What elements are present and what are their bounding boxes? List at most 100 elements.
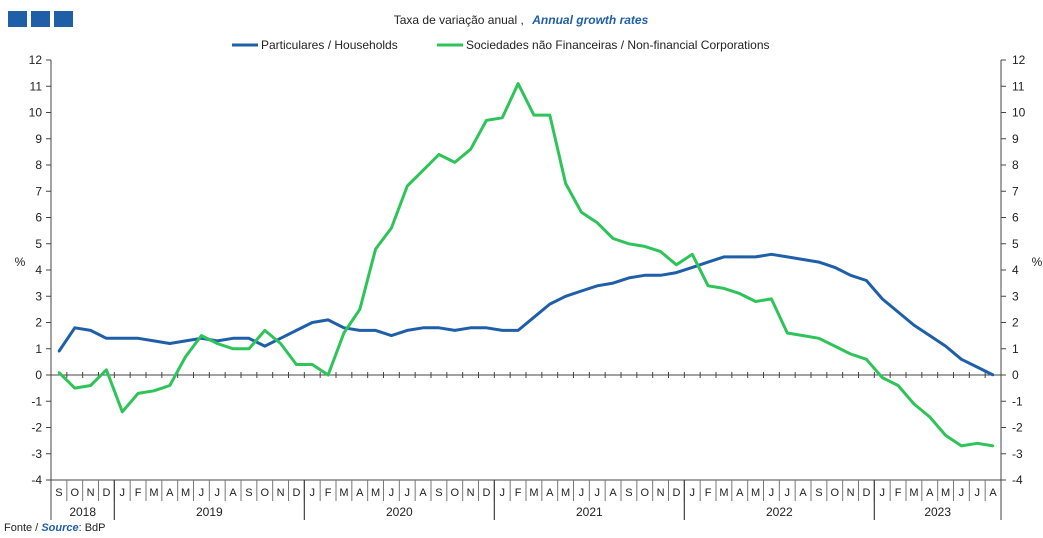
data-point-corporations: [89, 384, 92, 387]
y-tick-label-left: 6: [35, 211, 42, 225]
data-point-corporations: [770, 297, 773, 301]
data-point-households: [406, 329, 409, 332]
y-tick-label-left: 0: [35, 368, 42, 382]
x-tick-label: S: [435, 487, 442, 499]
x-tick-label: D: [672, 487, 680, 499]
data-point-corporations: [738, 292, 741, 295]
year-label: 2019: [196, 505, 223, 519]
data-point-corporations: [216, 342, 219, 345]
data-point-corporations: [580, 211, 583, 214]
year-label: 2022: [766, 505, 793, 519]
data-point-households: [247, 337, 251, 340]
data-point-households: [691, 266, 694, 269]
y-tick-label-left: -4: [31, 473, 42, 487]
data-point-households: [991, 373, 995, 377]
y-tick-label-right: -3: [1012, 447, 1023, 461]
x-tick-label: O: [450, 487, 459, 499]
data-point-corporations: [611, 237, 615, 240]
x-tick-label: N: [467, 487, 475, 499]
data-point-households: [611, 281, 615, 285]
data-point-households: [564, 295, 567, 298]
data-point-corporations: [675, 263, 678, 266]
y-tick-label-right: 6: [1012, 211, 1019, 225]
x-tick-label: N: [847, 487, 855, 499]
data-point-households: [326, 318, 330, 322]
x-tick-label: J: [405, 487, 411, 499]
data-point-corporations: [326, 373, 330, 377]
data-point-households: [89, 329, 92, 332]
data-point-corporations: [944, 434, 947, 437]
logo-block: [54, 11, 73, 27]
x-tick-label: M: [181, 487, 190, 499]
y-tick-label-left: 3: [35, 289, 42, 303]
x-tick-label: J: [880, 487, 886, 499]
data-point-corporations: [976, 442, 979, 445]
data-point-households: [469, 326, 472, 329]
data-point-households: [358, 329, 361, 332]
data-point-households: [801, 258, 805, 261]
data-point-households: [453, 329, 456, 332]
y-tick-label-left: -2: [31, 421, 42, 435]
axes: [50, 60, 1002, 520]
data-point-households: [738, 255, 741, 259]
x-tick-label: A: [989, 487, 997, 499]
x-tick-label: J: [120, 487, 126, 499]
data-point-households: [706, 260, 710, 264]
data-point-corporations: [817, 337, 821, 340]
legend-label-households: Particulares / Households: [261, 38, 398, 52]
x-tick-label: J: [769, 487, 775, 499]
data-point-corporations: [358, 308, 361, 311]
data-point-households: [136, 337, 140, 340]
data-point-households: [390, 334, 393, 337]
x-tick-label: J: [310, 487, 316, 499]
data-point-corporations: [231, 347, 235, 350]
x-tick-label: D: [292, 487, 300, 499]
data-point-corporations: [390, 226, 393, 230]
data-point-corporations: [691, 253, 694, 256]
data-point-households: [643, 274, 646, 277]
y-tick-label-left: -3: [31, 447, 42, 461]
data-point-households: [596, 284, 599, 287]
data-point-corporations: [627, 242, 631, 245]
data-point-corporations: [295, 363, 298, 366]
x-tick-label: A: [609, 487, 617, 499]
y-tick-label-right: -2: [1012, 421, 1023, 435]
data-point-households: [532, 316, 536, 319]
x-tick-label: O: [260, 487, 269, 499]
data-point-households: [833, 266, 836, 269]
data-point-corporations: [991, 444, 995, 448]
x-tick-label: S: [815, 487, 822, 499]
source-note: Fonte / Source: BdP: [4, 522, 106, 534]
x-tick-label: A: [166, 487, 174, 499]
y-tick-label-right: 8: [1012, 158, 1019, 172]
data-point-corporations: [532, 113, 536, 117]
x-tick-label: J: [215, 487, 221, 499]
y-tick-label-right: 4: [1012, 263, 1019, 277]
series-lines: [57, 82, 995, 448]
x-tick-label: M: [719, 487, 728, 499]
data-point-corporations: [374, 247, 377, 251]
data-point-corporations: [263, 329, 266, 332]
data-point-households: [928, 334, 931, 337]
x-tick-label: A: [926, 487, 934, 499]
data-point-households: [184, 339, 187, 343]
data-point-households: [501, 329, 504, 332]
x-tick-label: F: [895, 487, 902, 499]
year-label: 2018: [69, 505, 96, 519]
y-tick-label-right: 0: [1012, 368, 1019, 382]
source-suffix: : BdP: [78, 522, 106, 534]
data-point-corporations: [865, 358, 868, 361]
x-tick-label: J: [690, 487, 696, 499]
data-point-households: [770, 253, 773, 256]
y-tick-label-right: -4: [1012, 473, 1023, 487]
data-point-corporations: [279, 342, 282, 345]
data-point-corporations: [247, 347, 251, 350]
x-tick-label: O: [70, 487, 79, 499]
line-chart: Taxa de variação anual , Annual growth r…: [15, 13, 1043, 520]
x-tick-label: D: [102, 487, 110, 499]
data-point-households: [976, 365, 979, 369]
x-tick-label: M: [529, 487, 538, 499]
chart-title-en: Annual growth rates: [531, 13, 648, 27]
x-tick-label: F: [135, 487, 142, 499]
